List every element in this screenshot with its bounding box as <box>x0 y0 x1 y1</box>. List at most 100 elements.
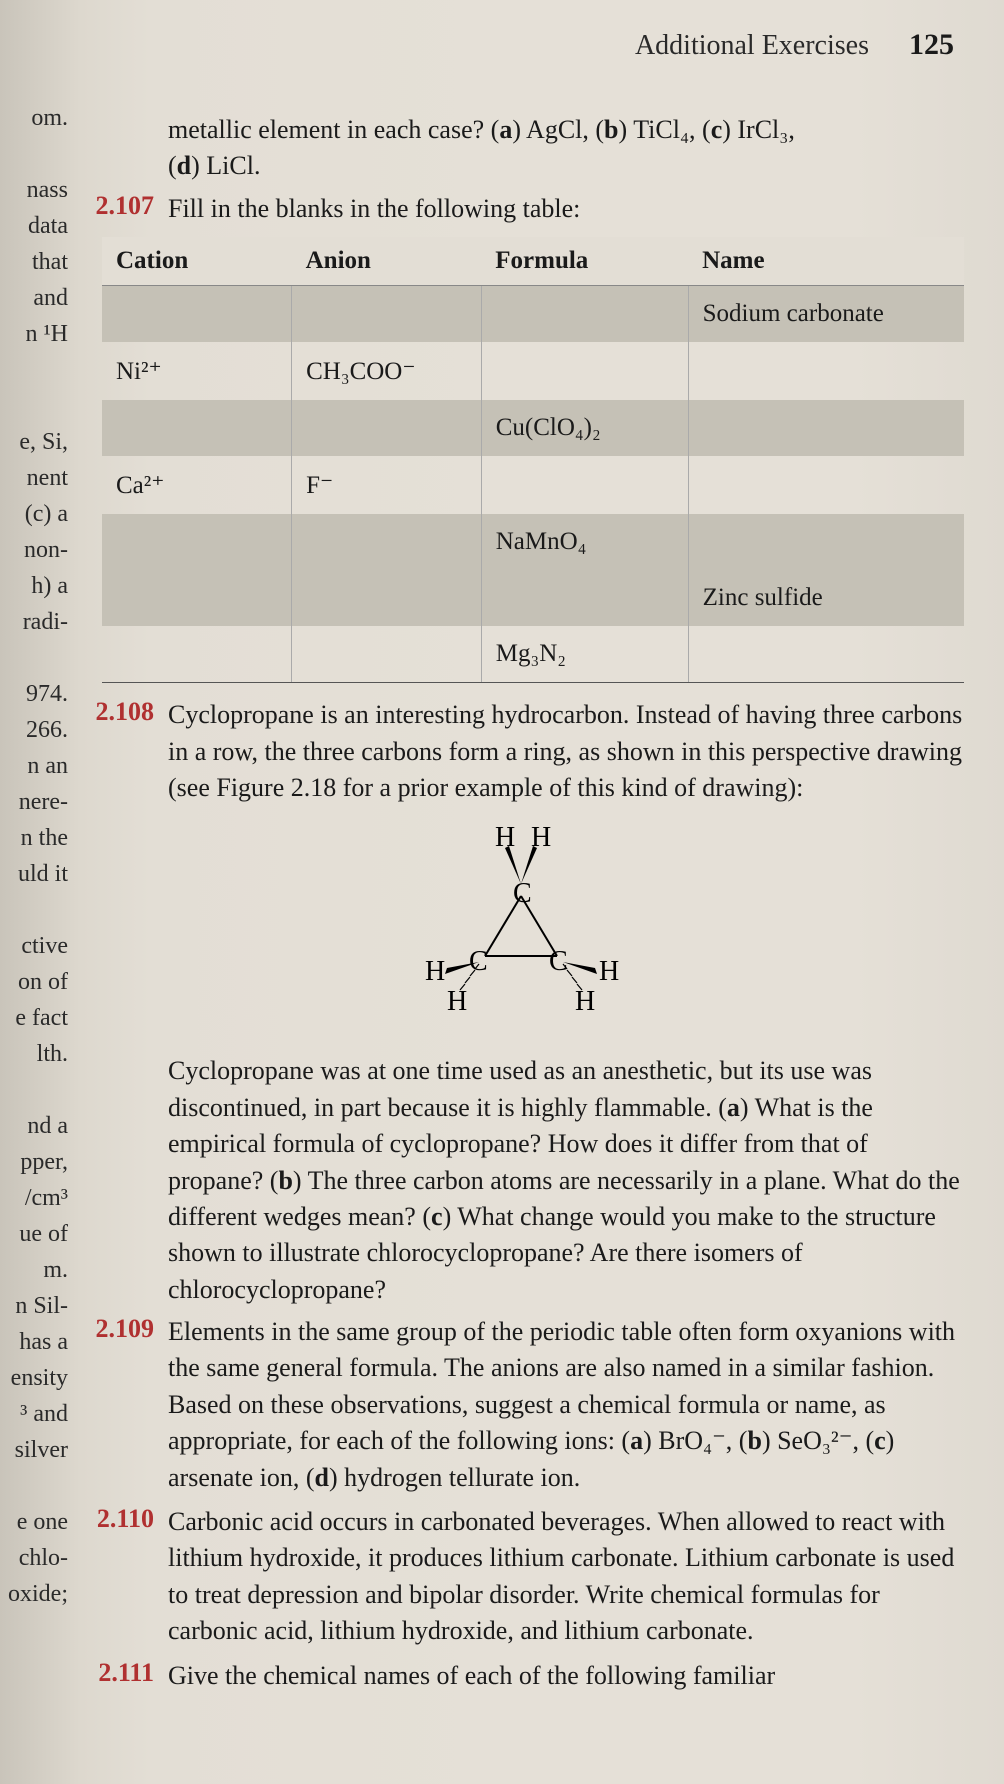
cut-text: nere- <box>0 784 68 820</box>
cut-text: oxide; <box>0 1576 68 1612</box>
cut-text: n ¹H <box>0 316 68 352</box>
table-cell <box>292 400 482 456</box>
cut-text: e one <box>0 1504 68 1540</box>
atom-h: H <box>447 986 467 1017</box>
table-row: Sodium carbonate <box>102 286 964 343</box>
exercise-2-108: 2.108 Cyclopropane is an interesting hyd… <box>78 697 964 806</box>
exercise-text: Give the chemical names of each of the f… <box>168 1658 964 1694</box>
exercise-2-109: 2.109 Elements in the same group of the … <box>78 1314 964 1496</box>
table-row: NaMnO₄ <box>102 514 964 570</box>
cut-text: non- <box>0 532 68 568</box>
atom-c: C <box>549 946 568 977</box>
exercise-2-107: 2.107 Fill in the blanks in the followin… <box>78 191 964 227</box>
exercise-number: 2.111 <box>78 1658 168 1694</box>
atom-h: H <box>575 986 595 1017</box>
cut-text: 266. <box>0 712 68 748</box>
table-cell: CH₃COO⁻ <box>292 342 482 400</box>
exercise-2-108-continued: Cyclopropane was at one time used as an … <box>168 1053 964 1308</box>
cut-text: 974. <box>0 676 68 712</box>
cut-text: on of <box>0 964 68 1000</box>
cut-text: that <box>0 244 68 280</box>
atom-h: H <box>531 824 551 853</box>
cut-text: n Sil- <box>0 1288 68 1324</box>
page-number: 125 <box>909 28 954 62</box>
table-row: Cu(ClO₄)₂ <box>102 400 964 456</box>
cut-text: and <box>0 280 68 316</box>
cut-text: e fact <box>0 1000 68 1036</box>
cut-text: e, Si, <box>0 424 68 460</box>
col-name: Name <box>688 237 964 286</box>
cut-text: data <box>0 208 68 244</box>
exercise-2-111: 2.111 Give the chemical names of each of… <box>78 1658 964 1694</box>
table-cell <box>481 570 688 626</box>
cut-text <box>0 1072 68 1108</box>
col-anion: Anion <box>292 237 482 286</box>
table-row: Ca²⁺F⁻ <box>102 456 964 514</box>
table-header-row: Cation Anion Formula Name <box>102 237 964 286</box>
table-cell: Cu(ClO₄)₂ <box>481 400 688 456</box>
table-cell <box>688 514 964 570</box>
table-cell: Mg₃N₂ <box>481 626 688 683</box>
atom-c: C <box>469 946 488 977</box>
table-cell: Ca²⁺ <box>102 456 292 514</box>
cut-text: nass <box>0 172 68 208</box>
atom-c: C <box>513 878 532 909</box>
exercise-text: Elements in the same group of the period… <box>168 1314 964 1496</box>
cut-text: om. <box>0 100 68 136</box>
table-cell <box>292 626 482 683</box>
exercise-number: 2.110 <box>78 1504 168 1650</box>
table-cell: Zinc sulfide <box>688 570 964 626</box>
cut-text: ensity <box>0 1360 68 1396</box>
table-cell: Sodium carbonate <box>688 286 964 343</box>
atom-h: H <box>425 956 445 987</box>
table-cell <box>102 514 292 570</box>
main-content: metallic element in each case? (a) AgCl,… <box>78 112 964 1694</box>
cut-text: /cm³ <box>0 1180 68 1216</box>
table-cell <box>481 456 688 514</box>
table-cell <box>292 286 482 343</box>
table-row: Mg₃N₂ <box>102 626 964 683</box>
col-formula: Formula <box>481 237 688 286</box>
text-line: metallic element in each case? (a) AgCl,… <box>168 115 795 144</box>
cut-text <box>0 640 68 676</box>
cut-text <box>0 136 68 172</box>
table-cell: Ni²⁺ <box>102 342 292 400</box>
ion-table: Cation Anion Formula Name Sodium carbona… <box>102 237 964 683</box>
cut-text: h) a <box>0 568 68 604</box>
cut-text: radi- <box>0 604 68 640</box>
table-cell <box>688 626 964 683</box>
col-cation: Cation <box>102 237 292 286</box>
cut-text: pper, <box>0 1144 68 1180</box>
cut-text: n an <box>0 748 68 784</box>
cut-text: ³ and <box>0 1396 68 1432</box>
atom-h: H <box>495 824 515 853</box>
cut-text: (c) a <box>0 496 68 532</box>
table-cell <box>688 456 964 514</box>
exercise-continuation: metallic element in each case? (a) AgCl,… <box>168 112 964 185</box>
cut-text <box>0 892 68 928</box>
exercise-number: 2.107 <box>78 191 168 227</box>
table-cell <box>102 626 292 683</box>
exercise-number: 2.108 <box>78 697 168 806</box>
table-cell <box>102 570 292 626</box>
cut-text <box>0 1468 68 1504</box>
cut-text: has a <box>0 1324 68 1360</box>
cut-text: m. <box>0 1252 68 1288</box>
cut-text <box>0 388 68 424</box>
table-cell: F⁻ <box>292 456 482 514</box>
exercise-text: Cyclopropane is an interesting hydrocarb… <box>168 697 964 806</box>
cut-text: ctive <box>0 928 68 964</box>
cut-text: silver <box>0 1432 68 1468</box>
table-cell <box>102 400 292 456</box>
running-head: Additional Exercises <box>635 30 869 62</box>
exercise-text: Fill in the blanks in the following tabl… <box>168 191 964 227</box>
text-line: (d) LiCl. <box>168 151 260 180</box>
molecule-svg: H H C C C H H H H <box>391 824 651 1024</box>
cyclopropane-structure: H H C C C H H H H <box>78 824 964 1029</box>
exercise-text: Carbonic acid occurs in carbonated bever… <box>168 1504 964 1650</box>
cut-text: ue of <box>0 1216 68 1252</box>
table-cell: NaMnO₄ <box>481 514 688 570</box>
cut-off-left-column: om. nassdatathatandn ¹H e, Si,nent(c) an… <box>0 100 68 1612</box>
table-cell <box>292 570 482 626</box>
table-cell <box>102 286 292 343</box>
